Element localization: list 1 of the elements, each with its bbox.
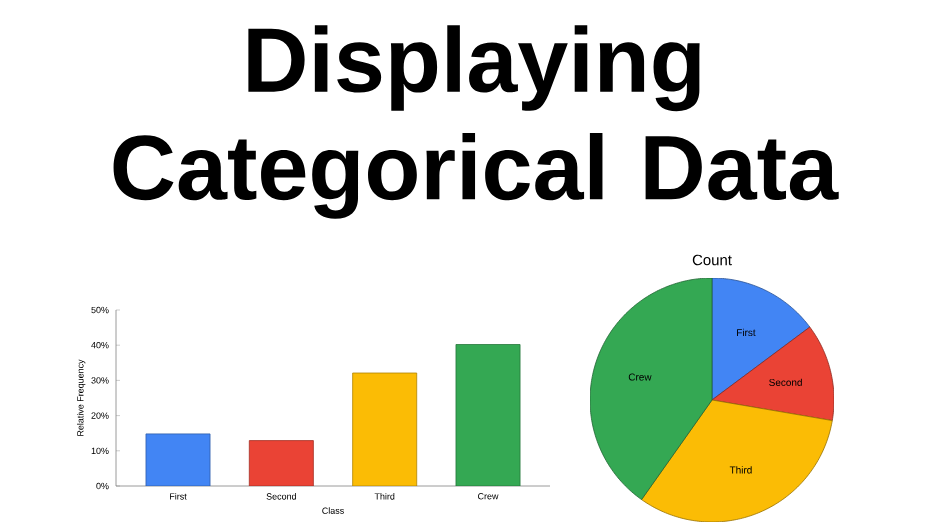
chart-title: Displaying Categorical Data (113, 25, 839, 219)
